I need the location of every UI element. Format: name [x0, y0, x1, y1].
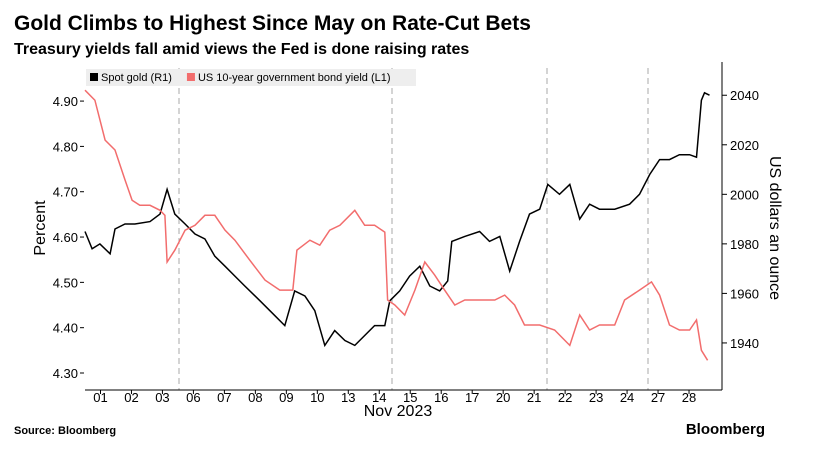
- legend-swatch: [186, 73, 195, 81]
- chart-subtitle: Treasury yields fall amid views the Fed …: [14, 41, 469, 58]
- series-line: [84, 91, 710, 348]
- y2-tick-label: 1980: [730, 237, 759, 252]
- x-tick-label: 02: [124, 390, 138, 405]
- x-tick-label: 22: [558, 390, 572, 405]
- legend-background: [86, 69, 416, 86]
- x-tick-label: 20: [496, 390, 510, 405]
- legend-swatch: [90, 73, 98, 81]
- y2-tick-label: 1940: [730, 336, 759, 351]
- y2-tick-label: 1960: [730, 286, 759, 301]
- x-tick-label: 28: [682, 390, 696, 405]
- brand: Bloomberg: [686, 421, 765, 438]
- x-tick-label: 15: [403, 390, 417, 405]
- y2-tick-label: 2000: [730, 187, 759, 202]
- y2-tick-label: 2020: [730, 138, 759, 153]
- x-tick-label: 16: [434, 390, 448, 405]
- y-tick-label: 4.80: [53, 139, 78, 154]
- y-tick-label: 4.70: [53, 185, 78, 200]
- y2-axis-label: US dollars an ounce: [766, 156, 783, 300]
- y2-tick-label: 2040: [730, 88, 759, 103]
- x-tick-label: 10: [310, 390, 324, 405]
- legend-label: US 10-year government bond yield (L1): [198, 72, 391, 84]
- x-tick-label: 08: [248, 390, 262, 405]
- x-tick-label: 27: [651, 390, 665, 405]
- legend: Spot gold (R1) US 10-year government bond…: [86, 69, 416, 86]
- y-tick-label: 4.30: [53, 366, 78, 381]
- legend-label: Spot gold (R1): [101, 72, 172, 84]
- y-tick-label: 4.60: [53, 230, 78, 245]
- x-tick-label: 23: [589, 390, 603, 405]
- y-axis-label: Percent: [32, 200, 49, 256]
- x-tick-label: 07: [217, 390, 231, 405]
- source: Source: Bloomberg: [14, 425, 116, 437]
- x-tick-label: 01: [93, 390, 107, 405]
- x-tick-label: 03: [155, 390, 169, 405]
- x-tick-label: 21: [527, 390, 541, 405]
- series-line: [84, 89, 709, 361]
- y-tick-label: 4.90: [53, 94, 78, 109]
- y-tick-label: 4.40: [53, 321, 78, 336]
- x-axis-label: Nov 2023: [364, 403, 433, 420]
- x-tick-label: 06: [186, 390, 200, 405]
- x-tick-label: 24: [620, 390, 634, 405]
- x-tick-label: 17: [465, 390, 479, 405]
- week-separators: [178, 68, 649, 390]
- x-tick-label: 09: [279, 390, 293, 405]
- chart-title: Gold Climbs to Highest Since May on Rate…: [14, 12, 531, 35]
- x-tick-label: 13: [341, 390, 355, 405]
- x-tick-label: 14: [372, 390, 386, 405]
- y-tick-label: 4.50: [53, 275, 78, 290]
